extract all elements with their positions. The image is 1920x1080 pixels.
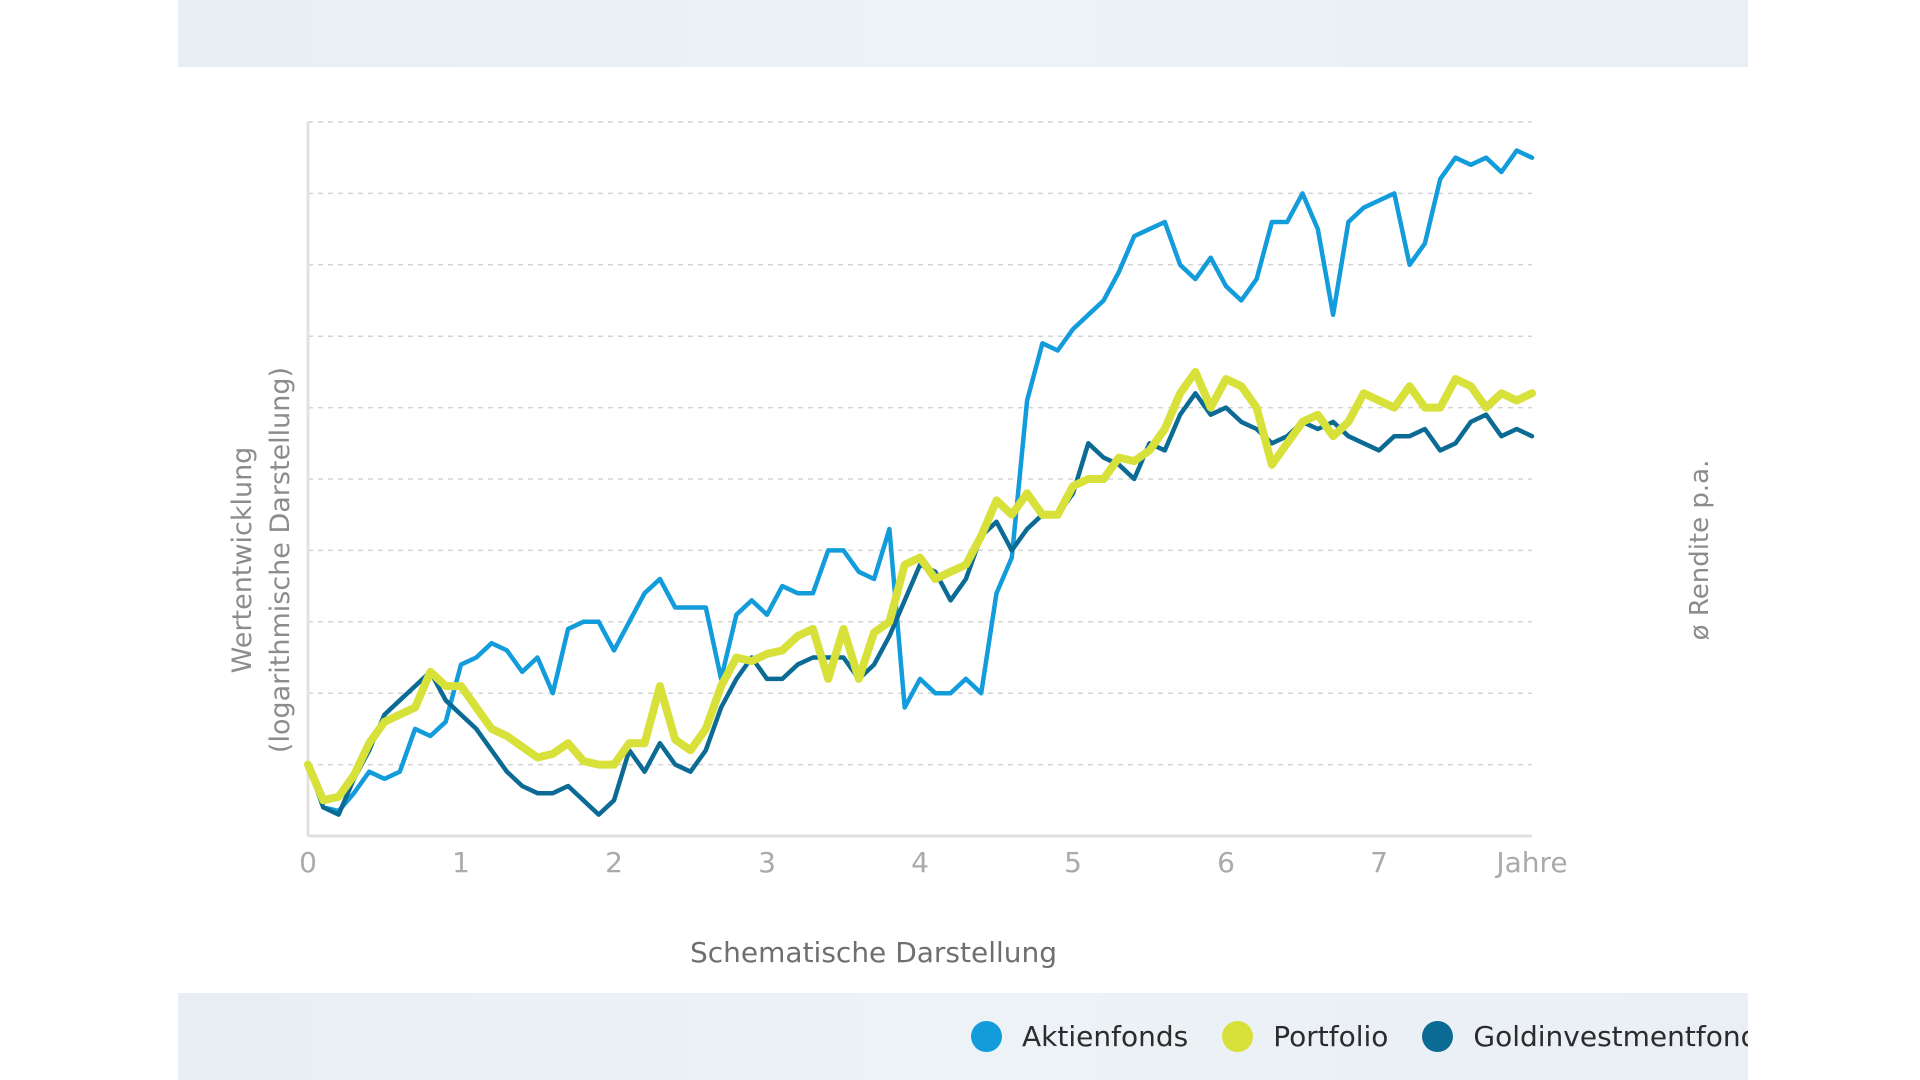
legend-bar: Aktienfonds Portfolio Goldinvestmentfonds [178,993,1748,1080]
x-tick-label: 4 [911,846,929,879]
legend-marker-icon [1422,1021,1454,1052]
legend-item: Portfolio [1222,1020,1388,1053]
grid-lines [308,121,1532,766]
x-tick-label: 1 [452,846,470,879]
top-banner [178,0,1748,67]
x-tick-label: 7 [1370,846,1388,879]
legend-marker-icon [1222,1021,1254,1052]
x-tick-label: 2 [605,846,623,879]
axes [306,122,1532,838]
legend-label: Goldinvestmentfonds [1473,1020,1748,1053]
x-axis-unit-label: Jahre [1494,846,1567,879]
legend-label: Aktienfonds [1022,1020,1189,1053]
legend-item: Goldinvestmentfonds [1422,1020,1748,1053]
x-tick-label: 6 [1217,846,1235,879]
chart-caption: Schematische Darstellung [690,936,1058,969]
x-tick-label: 0 [299,846,317,879]
series-line-portfolio [304,367,1536,805]
legend-item: Aktienfonds [971,1020,1188,1053]
x-tick-label: 3 [758,846,776,879]
series-line-aktienfonds [305,148,1535,814]
x-tick-label: 5 [1064,846,1082,879]
series-line-goldinvestmentfonds [305,391,1535,817]
legend: Aktienfonds Portfolio Goldinvestmentfonds [971,993,1748,1080]
x-ticks: 0 1 2 3 4 5 6 7 Jahre [299,846,1568,879]
legend-marker-icon [971,1021,1002,1052]
legend-label: Portfolio [1273,1020,1389,1053]
series-lines [304,148,1536,817]
